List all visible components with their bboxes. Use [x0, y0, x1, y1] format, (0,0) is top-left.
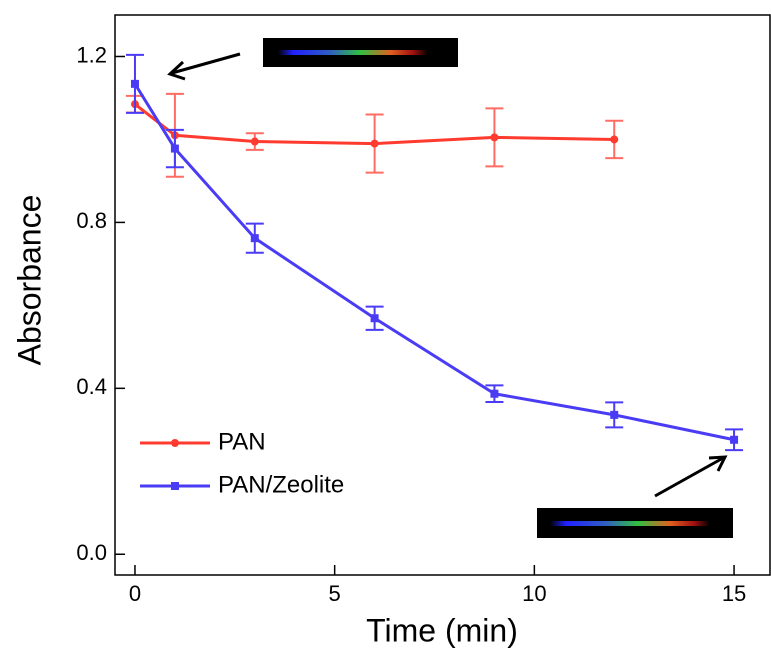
marker: [490, 389, 499, 398]
marker: [730, 435, 739, 444]
y-tick-label: 1.2: [76, 42, 107, 67]
legend-label: PAN/Zeolite: [218, 471, 344, 498]
spectrum-band: [278, 50, 428, 55]
arrows: [167, 52, 728, 498]
marker: [370, 314, 379, 323]
x-axis-title: Time (min): [366, 612, 518, 648]
marker: [610, 135, 619, 144]
arrow: [654, 456, 724, 498]
arrow-head: [708, 455, 728, 472]
y-tick-label: 0.4: [76, 374, 107, 399]
marker: [250, 234, 259, 243]
y-tick-label: 0.8: [76, 208, 107, 233]
marker: [130, 79, 139, 88]
marker: [490, 133, 499, 142]
marker: [250, 137, 259, 146]
legend-label: PAN: [218, 428, 266, 455]
arrow-head: [167, 60, 186, 81]
x-tick-label: 10: [522, 581, 546, 606]
marker: [610, 410, 619, 419]
marker: [370, 139, 379, 148]
x-tick-label: 5: [329, 581, 341, 606]
y-tick-label: 0.0: [76, 540, 107, 565]
arrow: [171, 52, 241, 75]
legend-marker: [171, 439, 179, 447]
y-axis-title: Absorbance: [11, 195, 47, 366]
x-tick-label: 15: [722, 581, 746, 606]
plot-frame: [114, 14, 771, 576]
legend-marker: [171, 482, 179, 490]
spectrum-band: [550, 521, 710, 526]
series-line: [133, 83, 735, 442]
x-tick-label: 0: [129, 581, 141, 606]
marker: [170, 144, 179, 153]
